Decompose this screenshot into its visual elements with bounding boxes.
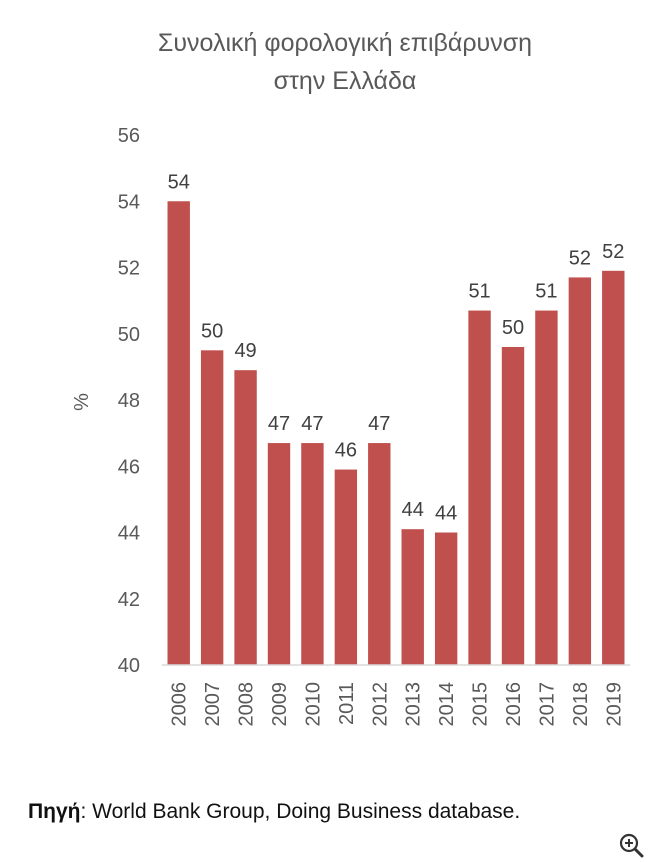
x-tick-label: 2017 [536,682,558,727]
bar [368,443,391,665]
y-axis-ticks: 40 42 44 46 48 50 52 54 56 [118,125,140,677]
y-tick-label: 50 [118,324,140,346]
bar [200,350,224,665]
data-label: 49 [234,340,256,362]
y-tick-label: 44 [118,523,140,545]
chart-title-line2: στην Ελλάδα [273,67,417,95]
data-label: 44 [402,499,424,521]
chart-title-line1: Συνολική φορολογική επιβάρυνση [157,29,533,57]
x-tick-label: 2012 [369,682,391,727]
x-tick-label: 2010 [302,682,324,727]
bar [468,310,491,665]
y-tick-label: 46 [118,456,140,478]
zoom-in-icon[interactable] [618,832,644,858]
x-tick-label: 2011 [336,682,358,725]
bar [501,347,525,665]
x-tick-label: 2008 [236,682,258,727]
x-axis-ticks: 2006 2007 2008 2009 2010 2011 2012 2013 2014 2015… [169,682,626,727]
y-tick-label: 56 [118,125,140,147]
chart-title: Συνολική φορολογική επιβάρυνση στην Ελλά… [0,24,650,100]
y-tick-label: 54 [118,191,140,213]
bar [568,277,592,665]
data-label: 52 [602,241,624,263]
x-tick-label: 2016 [503,682,525,727]
data-label: 47 [301,413,323,435]
x-tick-label: 2006 [169,682,191,727]
data-label: 51 [535,281,557,303]
data-label: 52 [569,247,591,269]
data-label: 50 [201,320,223,342]
data-label: 54 [168,171,190,193]
y-tick-label: 48 [118,390,140,412]
x-tick-label: 2015 [470,682,492,727]
x-tick-label: 2018 [570,682,592,727]
bar [334,469,358,665]
data-label: 47 [268,413,290,435]
y-tick-label: 52 [118,258,140,280]
data-label: 44 [435,503,457,525]
bar [602,270,625,665]
x-tick-label: 2007 [202,682,224,727]
x-tick-label: 2009 [269,682,291,727]
x-tick-label: 2014 [436,682,458,727]
data-label: 50 [502,317,524,339]
source-text: : World Bank Group, Doing Business datab… [80,800,521,823]
bar [535,310,558,665]
data-label: 51 [468,281,490,303]
data-label: 47 [368,413,390,435]
bar [434,532,458,665]
bar [401,529,424,665]
y-tick-label: 42 [118,589,140,611]
x-tick-label: 2013 [403,682,425,727]
bars [167,201,625,665]
data-labels: 54 50 49 47 47 46 47 44 44 51 50 51 52 52 [168,171,625,524]
bar [301,443,324,665]
y-tick-label: 40 [118,655,140,677]
source-label: Πηγή [28,800,81,823]
bar [267,443,291,665]
y-axis-label: % [71,393,93,411]
bar [167,201,190,665]
bar [234,370,257,665]
x-tick-label: 2019 [603,682,625,727]
source-note: Πηγή: World Bank Group, Doing Business d… [28,800,520,824]
data-label: 46 [335,440,357,462]
